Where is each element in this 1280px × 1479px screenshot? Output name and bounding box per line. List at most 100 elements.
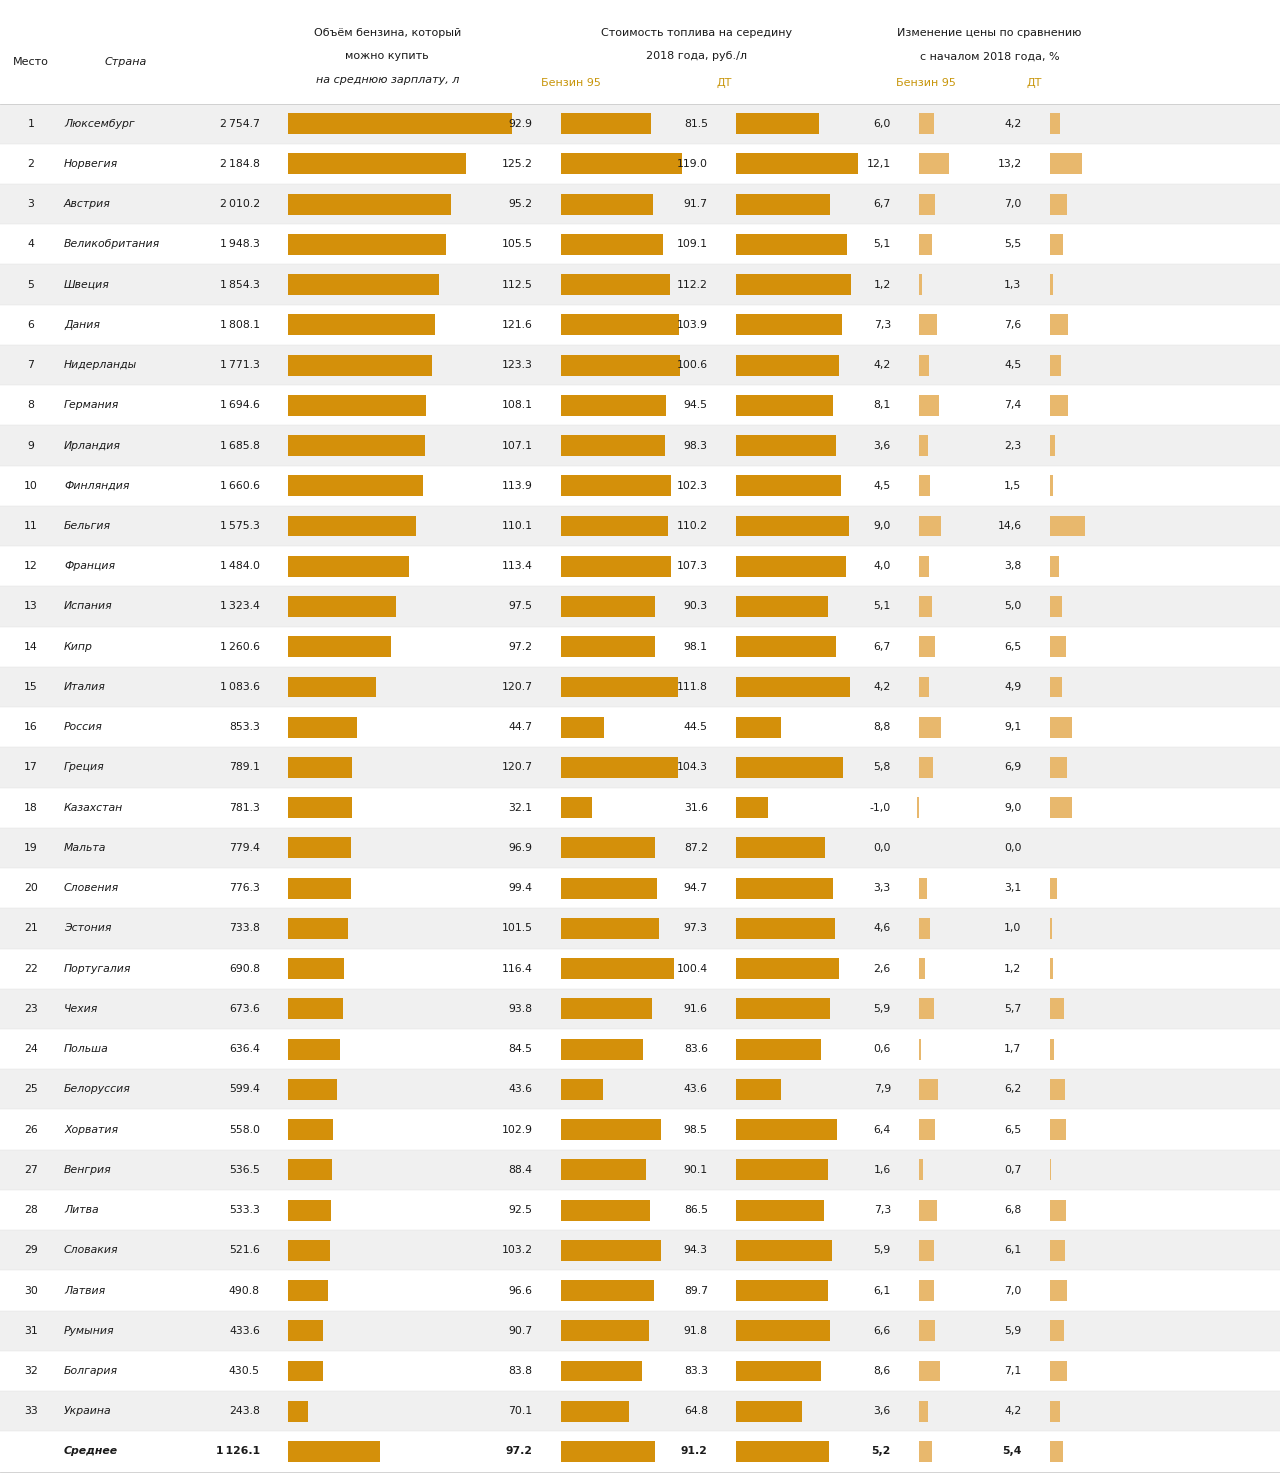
Text: Словения: Словения	[64, 883, 119, 893]
Text: 104.3: 104.3	[677, 763, 708, 772]
Bar	[288, 1279, 328, 1302]
Text: 91.2: 91.2	[681, 1446, 708, 1457]
Bar	[0, 1029, 1280, 1069]
Text: Бельгия: Бельгия	[64, 521, 111, 531]
Text: 96.6: 96.6	[508, 1285, 532, 1296]
Bar	[288, 1199, 332, 1220]
Bar	[288, 395, 426, 416]
Text: 7,4: 7,4	[1005, 401, 1021, 410]
Bar	[1050, 636, 1065, 657]
Text: 1 323.4: 1 323.4	[220, 602, 260, 611]
Text: 12,1: 12,1	[867, 158, 891, 169]
Bar	[736, 757, 842, 778]
Text: на среднюю зарплату, л: на среднюю зарплату, л	[315, 75, 460, 84]
Text: 20: 20	[24, 883, 37, 893]
Text: 113.4: 113.4	[502, 561, 532, 571]
Text: 107.3: 107.3	[677, 561, 708, 571]
Bar	[288, 435, 425, 456]
Text: 4: 4	[27, 240, 35, 250]
Bar	[561, 395, 666, 416]
Bar	[1050, 355, 1061, 376]
Bar	[0, 546, 1280, 586]
Bar	[0, 265, 1280, 305]
Bar	[736, 1160, 828, 1180]
Text: можно купить: можно купить	[346, 52, 429, 61]
Text: 17: 17	[24, 763, 37, 772]
Text: 97.5: 97.5	[508, 602, 532, 611]
Text: 430.5: 430.5	[229, 1367, 260, 1375]
Text: 3,1: 3,1	[1005, 883, 1021, 893]
Bar	[736, 717, 782, 738]
Text: 536.5: 536.5	[229, 1165, 260, 1174]
Text: Латвия: Латвия	[64, 1285, 105, 1296]
Text: 83.3: 83.3	[684, 1367, 708, 1375]
Text: Страна: Страна	[104, 58, 147, 67]
Bar	[288, 918, 348, 939]
Text: 10: 10	[24, 481, 37, 491]
Text: 6,1: 6,1	[1005, 1245, 1021, 1256]
Bar	[288, 676, 376, 698]
Text: 98.3: 98.3	[684, 441, 708, 451]
Bar	[736, 234, 847, 254]
Text: 1,7: 1,7	[1005, 1044, 1021, 1055]
Text: 102.3: 102.3	[677, 481, 708, 491]
Bar	[561, 1199, 650, 1220]
Bar	[736, 877, 833, 899]
Bar	[1050, 435, 1055, 456]
Bar	[288, 1441, 380, 1461]
Bar	[0, 948, 1280, 989]
Bar	[1050, 1361, 1068, 1381]
Bar	[736, 355, 838, 376]
Text: 91.8: 91.8	[684, 1325, 708, 1336]
Text: Мальта: Мальта	[64, 843, 106, 853]
Text: 521.6: 521.6	[229, 1245, 260, 1256]
Bar	[1050, 234, 1064, 254]
Bar	[919, 1321, 936, 1341]
Bar	[561, 837, 655, 858]
Bar	[288, 1321, 324, 1341]
Text: 123.3: 123.3	[502, 359, 532, 370]
Text: 1 948.3: 1 948.3	[220, 240, 260, 250]
Text: 7,0: 7,0	[1004, 200, 1021, 209]
Text: 100.6: 100.6	[677, 359, 708, 370]
Text: 13,2: 13,2	[997, 158, 1021, 169]
Bar	[561, 1120, 660, 1140]
Text: 94.3: 94.3	[684, 1245, 708, 1256]
Text: Ирландия: Ирландия	[64, 441, 120, 451]
Text: Италия: Италия	[64, 682, 106, 692]
Bar	[288, 114, 512, 135]
Bar	[288, 877, 351, 899]
Bar	[1050, 1199, 1066, 1220]
Bar	[0, 1392, 1280, 1432]
Text: 24: 24	[24, 1044, 37, 1055]
Text: 1 694.6: 1 694.6	[220, 401, 260, 410]
Text: 112.5: 112.5	[502, 280, 532, 290]
Text: 5,1: 5,1	[874, 240, 891, 250]
Text: 1 685.8: 1 685.8	[220, 441, 260, 451]
Bar	[288, 596, 396, 617]
Bar	[561, 958, 673, 979]
Text: Франция: Франция	[64, 561, 115, 571]
Text: 121.6: 121.6	[502, 319, 532, 330]
Bar	[919, 676, 929, 698]
Bar	[288, 998, 343, 1019]
Text: 94.7: 94.7	[684, 883, 708, 893]
Text: 22: 22	[24, 964, 37, 973]
Text: 2 184.8: 2 184.8	[220, 158, 260, 169]
Bar	[0, 225, 1280, 265]
Text: 6: 6	[27, 319, 35, 330]
Text: 9,0: 9,0	[1004, 803, 1021, 812]
Text: Белоруссия: Белоруссия	[64, 1084, 131, 1094]
Text: 1,2: 1,2	[1005, 964, 1021, 973]
Text: 243.8: 243.8	[229, 1407, 260, 1417]
Text: 9: 9	[27, 441, 35, 451]
Bar	[736, 1321, 829, 1341]
Bar	[561, 234, 663, 254]
Text: 23: 23	[24, 1004, 37, 1015]
Text: 7,3: 7,3	[874, 319, 891, 330]
Bar	[919, 918, 931, 939]
Bar	[736, 958, 838, 979]
Bar	[736, 636, 836, 657]
Text: 87.2: 87.2	[684, 843, 708, 853]
Bar	[288, 757, 352, 778]
